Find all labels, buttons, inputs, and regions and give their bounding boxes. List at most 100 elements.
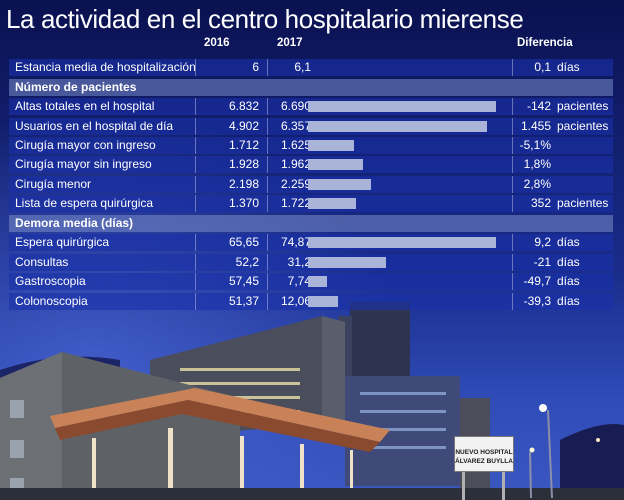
column-header-diferencia: Diferencia xyxy=(517,37,573,49)
value-2016: 1.712 xyxy=(228,138,259,152)
value-2016: 6 xyxy=(252,60,259,74)
table-row: Colonoscopia 51,37 12,06 -39,3 días xyxy=(9,293,613,310)
row-label: Usuarios en el hospital de día xyxy=(15,119,174,133)
value-diferencia: -49,7 xyxy=(523,274,551,288)
value-2017: 12,06 xyxy=(280,294,311,308)
value-unit: días xyxy=(557,60,580,74)
table-row: Consultas 52,2 31,2 -21 días xyxy=(9,254,613,271)
bar-2017 xyxy=(308,296,338,307)
column-divider xyxy=(512,273,513,290)
row-label: Gastroscopia xyxy=(15,274,86,288)
table-row: Cirugía mayor sin ingreso 1.928 1.962 1,8% xyxy=(9,156,613,173)
column-divider xyxy=(195,176,196,193)
bar-2017 xyxy=(308,140,354,151)
column-divider xyxy=(195,195,196,212)
value-diferencia: -39,3 xyxy=(523,294,551,308)
value-2016: 4.902 xyxy=(228,119,259,133)
value-diferencia: 0,1 xyxy=(534,60,551,74)
column-divider xyxy=(267,293,268,310)
column-divider xyxy=(267,118,268,135)
column-divider xyxy=(267,98,268,115)
value-unit: días xyxy=(557,235,580,249)
column-divider xyxy=(267,234,268,251)
column-header-2016: 2016 xyxy=(204,37,230,49)
bar-2017 xyxy=(308,276,327,287)
value-2017: 74,87 xyxy=(280,235,311,249)
column-divider xyxy=(512,195,513,212)
table-row: Cirugía mayor con ingreso 1.712 1.625 -5,1% xyxy=(9,137,613,154)
column-divider xyxy=(195,293,196,310)
column-divider xyxy=(195,156,196,173)
table-row: Cirugía menor 2.198 2.259 2,8% xyxy=(9,176,613,193)
value-2017: 31,2 xyxy=(287,255,311,269)
bar-2017 xyxy=(308,257,386,268)
column-divider xyxy=(267,273,268,290)
column-divider xyxy=(195,59,196,76)
sign-line-2: ÁLVAREZ BUYLLA xyxy=(455,458,513,465)
table-row: Espera quirúrgica 65,65 74,87 9,2 días xyxy=(9,234,613,251)
row-label: Espera quirúrgica xyxy=(15,235,110,249)
table-row: Usuarios en el hospital de día 4.902 6.357… xyxy=(9,118,613,135)
value-unit: pacientes xyxy=(557,196,609,210)
row-label: Estancia media de hospitalización xyxy=(15,60,196,74)
column-divider xyxy=(512,234,513,251)
value-diferencia: 352 xyxy=(530,196,551,210)
row-label: Lista de espera quirúrgica xyxy=(15,196,154,210)
row-label: Cirugía menor xyxy=(15,177,92,191)
table-row: Altas totales en el hospital 6.832 6.690 -1… xyxy=(9,98,613,115)
column-divider xyxy=(512,59,513,76)
value-diferencia: -142 xyxy=(526,99,551,113)
section-header-row: Número de pacientes xyxy=(9,79,613,96)
column-divider xyxy=(267,137,268,154)
bar-2017 xyxy=(308,179,371,190)
value-diferencia: 1.455 xyxy=(520,119,551,133)
value-2016: 2.198 xyxy=(228,177,259,191)
value-unit: días xyxy=(557,255,580,269)
value-2017: 1.722 xyxy=(280,196,311,210)
column-header-2017: 2017 xyxy=(277,37,303,49)
column-divider xyxy=(195,137,196,154)
value-2016: 52,2 xyxy=(235,255,259,269)
value-2017: 6.357 xyxy=(280,119,311,133)
bar-2017 xyxy=(308,101,496,112)
bar-2017 xyxy=(308,121,487,132)
row-label: Consultas xyxy=(15,255,69,269)
sign-line-1: NUEVO HOSPITAL xyxy=(455,449,513,456)
section-header-patients: Número de pacientes xyxy=(15,80,137,94)
bar-2017 xyxy=(308,159,363,170)
column-divider xyxy=(512,156,513,173)
column-divider xyxy=(195,273,196,290)
value-2016: 6.832 xyxy=(228,99,259,113)
value-unit: días xyxy=(557,274,580,288)
value-2017: 6.690 xyxy=(280,99,311,113)
value-diferencia: 1,8% xyxy=(523,157,551,171)
column-divider xyxy=(195,118,196,135)
value-2016: 57,45 xyxy=(228,274,259,288)
column-divider xyxy=(512,254,513,271)
column-divider xyxy=(512,118,513,135)
column-divider xyxy=(267,156,268,173)
value-2016: 1.370 xyxy=(228,196,259,210)
value-2017: 1.625 xyxy=(280,138,311,152)
value-diferencia: 2,8% xyxy=(523,177,551,191)
row-label: Cirugía mayor con ingreso xyxy=(15,138,156,152)
value-2017: 2.259 xyxy=(280,177,311,191)
column-divider xyxy=(512,137,513,154)
section-header-row: Demora media (días) xyxy=(9,215,613,232)
column-divider xyxy=(195,254,196,271)
row-label: Cirugía mayor sin ingreso xyxy=(15,157,152,171)
column-divider xyxy=(512,293,513,310)
bar-2017 xyxy=(308,237,496,248)
column-divider xyxy=(195,98,196,115)
value-diferencia: -5,1% xyxy=(519,138,551,152)
row-label: Altas totales en el hospital xyxy=(15,99,155,113)
hospital-sign: NUEVO HOSPITAL ÁLVAREZ BUYLLA xyxy=(454,436,514,472)
value-diferencia: -21 xyxy=(533,255,551,269)
value-unit: pacientes xyxy=(557,119,609,133)
table-row: Lista de espera quirúrgica 1.370 1.722 352 p… xyxy=(9,195,613,212)
value-2016: 1.928 xyxy=(228,157,259,171)
column-divider xyxy=(267,176,268,193)
value-2016: 65,65 xyxy=(228,235,259,249)
table-row: Gastroscopia 57,45 7,74 -49,7 días xyxy=(9,273,613,290)
value-2016: 51,37 xyxy=(228,294,259,308)
